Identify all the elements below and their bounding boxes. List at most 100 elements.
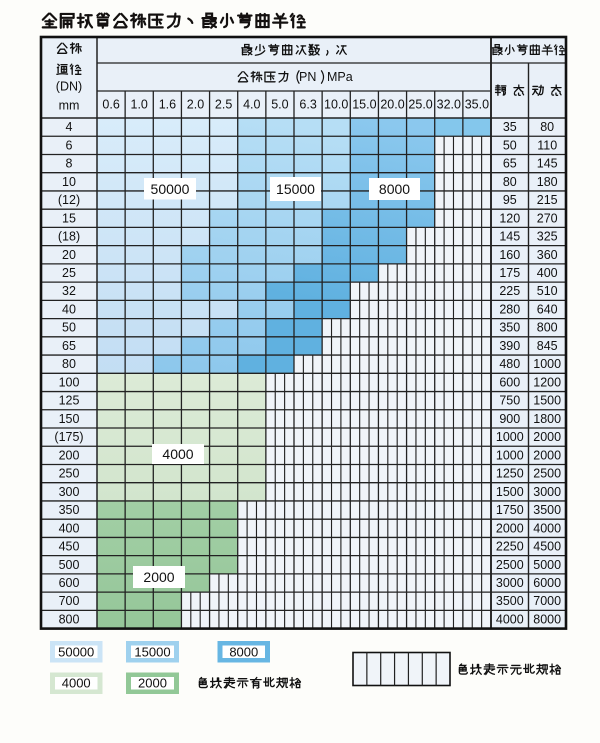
svg-text:25: 25 xyxy=(62,266,76,280)
svg-text:1750: 1750 xyxy=(496,503,524,517)
svg-text:1800: 1800 xyxy=(533,412,561,426)
svg-text:350: 350 xyxy=(59,503,80,517)
svg-text:110: 110 xyxy=(537,138,557,152)
svg-text:2000: 2000 xyxy=(138,676,167,691)
svg-text:80: 80 xyxy=(62,357,76,371)
svg-text:390: 390 xyxy=(499,339,520,353)
svg-text:2.5: 2.5 xyxy=(215,98,232,112)
svg-text:175: 175 xyxy=(499,266,520,280)
svg-text:10.0: 10.0 xyxy=(324,98,348,112)
svg-text:2000: 2000 xyxy=(143,569,174,585)
svg-text:80: 80 xyxy=(503,175,517,189)
svg-text:MPa: MPa xyxy=(327,70,353,84)
svg-text:900: 900 xyxy=(499,412,520,426)
svg-text:800: 800 xyxy=(59,613,80,627)
svg-text:65: 65 xyxy=(503,157,517,171)
svg-text:280: 280 xyxy=(499,303,520,317)
svg-text:145: 145 xyxy=(499,230,520,244)
svg-text:50: 50 xyxy=(503,138,517,152)
svg-text:180: 180 xyxy=(537,175,558,189)
svg-text:6.3: 6.3 xyxy=(299,98,316,112)
svg-text:15.0: 15.0 xyxy=(352,98,376,112)
svg-text:510: 510 xyxy=(537,284,558,298)
svg-text:50: 50 xyxy=(62,321,76,335)
svg-text:1250: 1250 xyxy=(496,467,524,481)
svg-text:2.0: 2.0 xyxy=(187,98,204,112)
svg-text:(175): (175) xyxy=(54,430,83,444)
svg-text:1.6: 1.6 xyxy=(159,98,176,112)
svg-text:150: 150 xyxy=(59,412,80,426)
svg-text:2000: 2000 xyxy=(533,448,561,462)
svg-text:80: 80 xyxy=(540,120,554,134)
svg-text:6: 6 xyxy=(66,138,73,152)
svg-text:4000: 4000 xyxy=(533,521,561,535)
svg-text:160: 160 xyxy=(499,248,520,262)
svg-text:480: 480 xyxy=(499,357,520,371)
svg-text:1200: 1200 xyxy=(533,375,561,389)
svg-text:450: 450 xyxy=(59,540,80,554)
svg-text:3500: 3500 xyxy=(533,503,561,517)
svg-text:300: 300 xyxy=(59,485,80,499)
svg-text:3000: 3000 xyxy=(496,576,524,590)
svg-text:200: 200 xyxy=(59,448,80,462)
svg-text:15000: 15000 xyxy=(134,644,170,659)
svg-text:PN: PN xyxy=(299,70,316,84)
svg-text:4500: 4500 xyxy=(533,540,561,554)
svg-text:35: 35 xyxy=(503,120,517,134)
svg-text:15: 15 xyxy=(62,211,76,225)
svg-text:1000: 1000 xyxy=(533,357,561,371)
svg-text:65: 65 xyxy=(62,339,76,353)
svg-text:(DN): (DN) xyxy=(56,80,82,94)
svg-text:3500: 3500 xyxy=(496,594,524,608)
svg-text:(12): (12) xyxy=(58,193,80,207)
svg-text:2500: 2500 xyxy=(496,558,524,572)
svg-text:125: 125 xyxy=(59,394,80,408)
svg-text:225: 225 xyxy=(499,284,520,298)
svg-text:4000: 4000 xyxy=(62,676,91,691)
svg-text:7000: 7000 xyxy=(533,594,561,608)
svg-text:8000: 8000 xyxy=(229,644,258,659)
svg-text:120: 120 xyxy=(499,211,520,225)
svg-text:2500: 2500 xyxy=(533,467,561,481)
svg-text:40: 40 xyxy=(62,303,76,317)
svg-text:270: 270 xyxy=(537,211,558,225)
svg-text:600: 600 xyxy=(59,576,80,590)
svg-text:4000: 4000 xyxy=(162,446,193,462)
svg-text:215: 215 xyxy=(537,193,558,207)
svg-text:20.0: 20.0 xyxy=(380,98,404,112)
svg-text:5.0: 5.0 xyxy=(271,98,288,112)
svg-text:145: 145 xyxy=(537,157,558,171)
svg-text:845: 845 xyxy=(537,339,558,353)
svg-text:800: 800 xyxy=(537,321,558,335)
svg-text:6000: 6000 xyxy=(533,576,561,590)
svg-text:15000: 15000 xyxy=(276,181,315,197)
svg-text:1500: 1500 xyxy=(533,394,561,408)
svg-text:4000: 4000 xyxy=(496,613,524,627)
svg-text:250: 250 xyxy=(59,467,80,481)
svg-text:2250: 2250 xyxy=(496,540,524,554)
svg-text:95: 95 xyxy=(503,193,517,207)
svg-text:325: 325 xyxy=(537,230,558,244)
svg-text:5000: 5000 xyxy=(533,558,561,572)
svg-text:2000: 2000 xyxy=(533,430,561,444)
svg-text:32: 32 xyxy=(62,284,76,298)
svg-text:100: 100 xyxy=(59,375,80,389)
svg-text:4: 4 xyxy=(66,120,73,134)
svg-text:1.0: 1.0 xyxy=(131,98,148,112)
svg-text:8000: 8000 xyxy=(379,181,410,197)
svg-text:(18): (18) xyxy=(58,230,80,244)
svg-text:500: 500 xyxy=(59,558,80,572)
svg-text:400: 400 xyxy=(537,266,558,280)
svg-text:25.0: 25.0 xyxy=(408,98,432,112)
svg-text:640: 640 xyxy=(537,303,558,317)
svg-text:35.0: 35.0 xyxy=(465,98,489,112)
svg-text:10: 10 xyxy=(62,175,76,189)
svg-text:50000: 50000 xyxy=(58,644,94,659)
svg-text:360: 360 xyxy=(537,248,558,262)
svg-text:2000: 2000 xyxy=(496,521,524,535)
svg-text:50000: 50000 xyxy=(151,181,190,197)
svg-text:3000: 3000 xyxy=(533,485,561,499)
svg-text:400: 400 xyxy=(59,521,80,535)
svg-text:0.6: 0.6 xyxy=(102,98,119,112)
svg-text:1500: 1500 xyxy=(496,485,524,499)
